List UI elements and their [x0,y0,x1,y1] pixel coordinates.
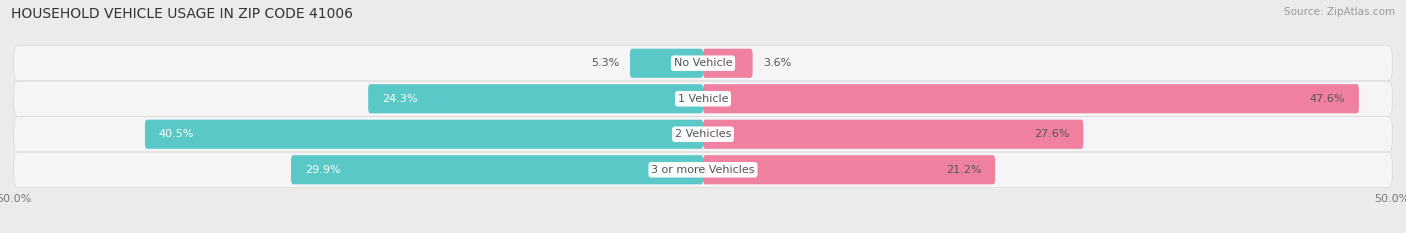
FancyBboxPatch shape [14,81,1392,116]
Text: 3.6%: 3.6% [763,58,792,68]
FancyBboxPatch shape [703,155,995,184]
Text: 5.3%: 5.3% [591,58,619,68]
Text: 1 Vehicle: 1 Vehicle [678,94,728,104]
Text: 27.6%: 27.6% [1033,129,1070,139]
FancyBboxPatch shape [630,49,703,78]
Text: HOUSEHOLD VEHICLE USAGE IN ZIP CODE 41006: HOUSEHOLD VEHICLE USAGE IN ZIP CODE 4100… [11,7,353,21]
Text: 3 or more Vehicles: 3 or more Vehicles [651,165,755,175]
FancyBboxPatch shape [14,152,1392,187]
Text: 47.6%: 47.6% [1309,94,1346,104]
Text: Source: ZipAtlas.com: Source: ZipAtlas.com [1284,7,1395,17]
Text: 21.2%: 21.2% [946,165,981,175]
Text: No Vehicle: No Vehicle [673,58,733,68]
FancyBboxPatch shape [703,49,752,78]
Text: 2 Vehicles: 2 Vehicles [675,129,731,139]
FancyBboxPatch shape [145,120,703,149]
Text: 40.5%: 40.5% [159,129,194,139]
FancyBboxPatch shape [291,155,703,184]
FancyBboxPatch shape [703,120,1083,149]
FancyBboxPatch shape [14,46,1392,81]
Text: 29.9%: 29.9% [305,165,340,175]
FancyBboxPatch shape [703,84,1358,113]
FancyBboxPatch shape [368,84,703,113]
Text: 24.3%: 24.3% [382,94,418,104]
FancyBboxPatch shape [14,117,1392,152]
